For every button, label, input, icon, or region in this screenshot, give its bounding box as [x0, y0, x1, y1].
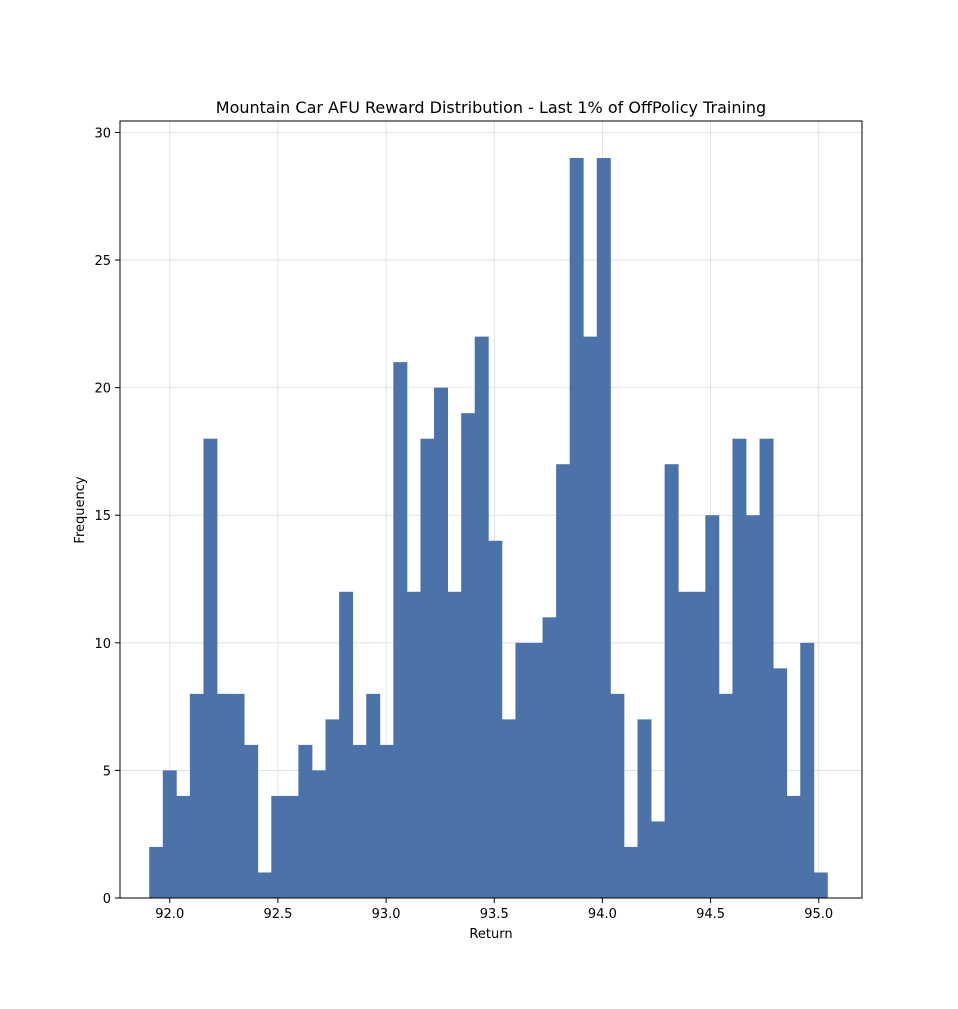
histogram-bar: [379, 744, 394, 898]
histogram-bar: [651, 821, 666, 898]
plot-frame: [119, 120, 863, 899]
histogram-bar: [420, 438, 435, 898]
histogram-bar: [732, 438, 747, 898]
histogram-bar: [569, 158, 584, 898]
histogram-bar: [352, 744, 367, 898]
histogram-bar: [230, 693, 245, 898]
histogram-bar: [298, 744, 313, 898]
y-tick-label: 0: [103, 892, 111, 907]
y-axis-ticks: 0 5 10 15 20 25 30: [94, 126, 120, 907]
histogram-bar: [447, 591, 462, 898]
histogram-bar: [176, 795, 191, 898]
histogram-bar: [501, 719, 516, 898]
histogram-bar: [623, 846, 638, 898]
histogram-bar: [800, 642, 815, 898]
histogram-bar: [474, 336, 489, 898]
x-tick-label: 92.0: [155, 907, 184, 922]
histogram-bar: [393, 362, 408, 898]
y-tick-label: 20: [94, 382, 111, 397]
histogram-bar: [691, 591, 706, 898]
histogram-bar: [311, 770, 326, 898]
histogram-bar: [284, 795, 299, 898]
histogram-bar: [189, 693, 204, 898]
histogram-bar: [217, 693, 231, 898]
x-axis-label: Return: [469, 927, 512, 942]
histogram-bar: [786, 795, 801, 898]
y-tick-label: 15: [94, 509, 111, 524]
histogram-bar: [149, 846, 164, 898]
histogram-bar: [515, 642, 530, 898]
histogram-bar: [813, 872, 828, 898]
histogram-bar: [610, 693, 625, 898]
histogram-bar: [461, 413, 476, 898]
histogram-bar: [325, 719, 340, 898]
histogram-bar: [759, 438, 774, 898]
y-tick-label: 10: [94, 637, 111, 652]
histogram-bar: [339, 591, 354, 898]
histogram-bar: [203, 438, 218, 898]
x-tick-label: 93.5: [480, 907, 509, 922]
y-tick-label: 30: [94, 126, 111, 141]
y-axis-label: Frequency: [73, 476, 88, 543]
x-tick-label: 94.5: [696, 907, 725, 922]
histogram-bar: [406, 591, 421, 898]
histogram-bars: [149, 158, 828, 898]
x-axis-ticks: 92.0 92.5 93.0 93.5 94.0 94.5 95.0: [155, 898, 833, 922]
histogram-bar: [678, 591, 693, 898]
x-tick-label: 95.0: [804, 907, 833, 922]
x-tick-label: 94.0: [588, 907, 617, 922]
histogram-bar: [366, 693, 381, 898]
histogram-bar: [664, 464, 679, 898]
histogram-bar: [528, 642, 543, 898]
chart-title: Mountain Car AFU Reward Distribution - L…: [216, 98, 766, 117]
histogram-bar: [773, 668, 788, 898]
x-tick-label: 93.0: [372, 907, 401, 922]
histogram-bar: [705, 515, 720, 898]
x-tick-label: 92.5: [263, 907, 292, 922]
histogram-bar: [746, 515, 760, 898]
histogram-bar: [556, 464, 571, 898]
y-tick-label: 5: [103, 764, 111, 779]
histogram-bar: [596, 158, 611, 898]
histogram-bar: [542, 617, 557, 898]
histogram-bar: [637, 719, 652, 898]
histogram-bar: [718, 693, 733, 898]
histogram-bar: [271, 795, 286, 898]
histogram-bar: [488, 540, 503, 898]
histogram-bar: [162, 770, 177, 898]
histogram-bar: [244, 744, 259, 898]
y-tick-label: 25: [94, 254, 111, 269]
histogram-bar: [434, 387, 449, 898]
histogram-bar: [583, 336, 598, 898]
histogram-bar: [257, 872, 272, 898]
